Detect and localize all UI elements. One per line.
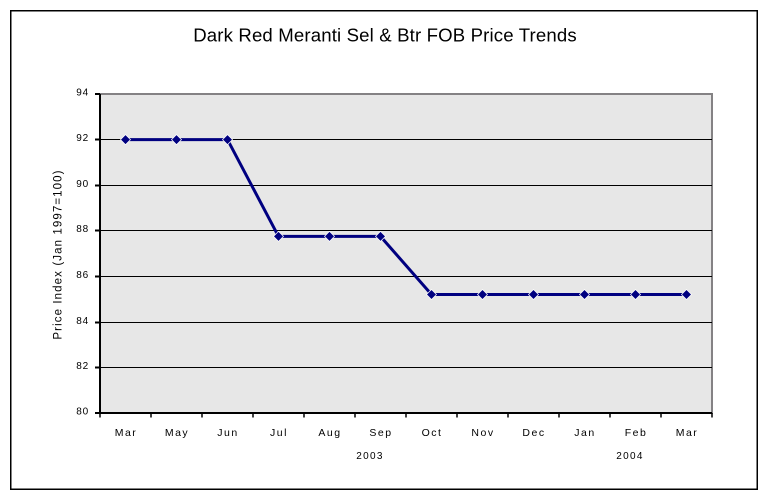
svg-text:Oct: Oct <box>422 427 443 439</box>
svg-text:90: 90 <box>76 179 89 190</box>
svg-text:Sep: Sep <box>369 427 392 439</box>
svg-text:Jun: Jun <box>217 427 238 439</box>
svg-text:May: May <box>165 427 189 439</box>
svg-text:80: 80 <box>76 407 89 418</box>
svg-text:94: 94 <box>76 88 89 99</box>
svg-text:2004: 2004 <box>616 451 643 462</box>
svg-text:Feb: Feb <box>625 427 648 439</box>
svg-text:Nov: Nov <box>471 427 494 439</box>
svg-text:Mar: Mar <box>676 427 699 439</box>
svg-text:92: 92 <box>76 133 89 144</box>
svg-text:88: 88 <box>76 224 89 235</box>
svg-text:86: 86 <box>76 270 89 281</box>
svg-text:Jan: Jan <box>574 427 595 439</box>
svg-text:82: 82 <box>76 361 89 372</box>
svg-text:Price Index (Jan 1997=100): Price Index (Jan 1997=100) <box>53 169 65 339</box>
svg-text:Dark Red Meranti Sel & Btr FOB: Dark Red Meranti Sel & Btr FOB Price Tre… <box>193 25 577 46</box>
svg-text:2003: 2003 <box>356 451 383 462</box>
svg-text:Jul: Jul <box>270 427 288 439</box>
svg-text:Mar: Mar <box>115 427 138 439</box>
svg-text:Aug: Aug <box>318 427 341 439</box>
svg-text:Dec: Dec <box>522 427 545 439</box>
svg-text:84: 84 <box>76 316 89 327</box>
